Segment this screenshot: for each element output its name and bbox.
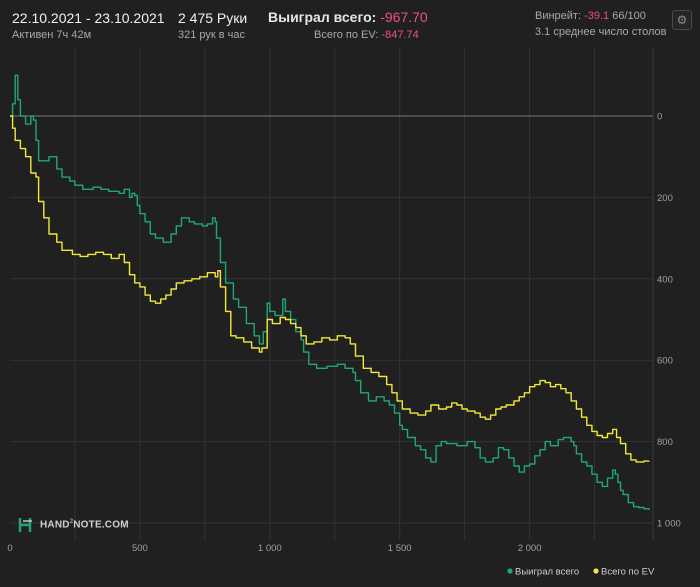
legend-label-ev: Всего по EV <box>601 567 655 578</box>
legend-marker-won <box>507 568 513 574</box>
winrate-label: Винрейт: <box>535 10 582 22</box>
won-total-value: -967.70 <box>380 9 428 25</box>
x-tick-label: 500 <box>132 543 148 554</box>
hand2note-logo: HAND2NOTE.COM <box>18 517 129 533</box>
legend-label-won: Выиграл всего <box>515 567 579 578</box>
hands-per-hour: 321 рук в час <box>178 29 246 41</box>
gear-icon[interactable]: ⚙ <box>672 10 692 30</box>
active-time: Активен 7ч 42м <box>12 29 92 41</box>
y-tick-label: 600 <box>657 356 673 367</box>
ev-total-label: Всего по EV: <box>314 29 379 41</box>
x-tick-label: 1 500 <box>388 543 412 554</box>
ev-total-value: -847.74 <box>381 29 419 41</box>
hand2note-logo-icon <box>18 518 32 532</box>
won-total-label: Выиграл всего: <box>268 9 377 25</box>
ev-total: Всего по EV: -847.74 <box>314 29 419 41</box>
winrate-extra: 66/100 <box>612 10 646 22</box>
x-tick-label: 0 <box>7 543 12 554</box>
legend-marker-ev <box>593 568 599 574</box>
logo-text: HAND2NOTE.COM <box>40 519 129 531</box>
winrate: Винрейт: -39.1 66/100 <box>535 10 646 22</box>
series-line-ev <box>10 115 650 463</box>
y-tick-label: 200 <box>657 193 673 204</box>
y-tick-label: 1 000 <box>657 519 681 530</box>
date-range: 22.10.2021 - 23.10.2021 <box>12 10 165 26</box>
y-tick-label: 0 <box>657 112 662 123</box>
won-total: Выиграл всего: -967.70 <box>268 9 428 25</box>
avg-tables: 3.1 среднее число столов <box>535 26 667 38</box>
series-line-won <box>10 74 650 510</box>
x-tick-label: 1 000 <box>258 543 282 554</box>
y-tick-label: 800 <box>657 437 673 448</box>
y-tick-label: 400 <box>657 274 673 285</box>
x-tick-label: 2 000 <box>518 543 542 554</box>
hands-count: 2 475 Руки <box>178 10 248 26</box>
winrate-value: -39.1 <box>584 10 610 22</box>
